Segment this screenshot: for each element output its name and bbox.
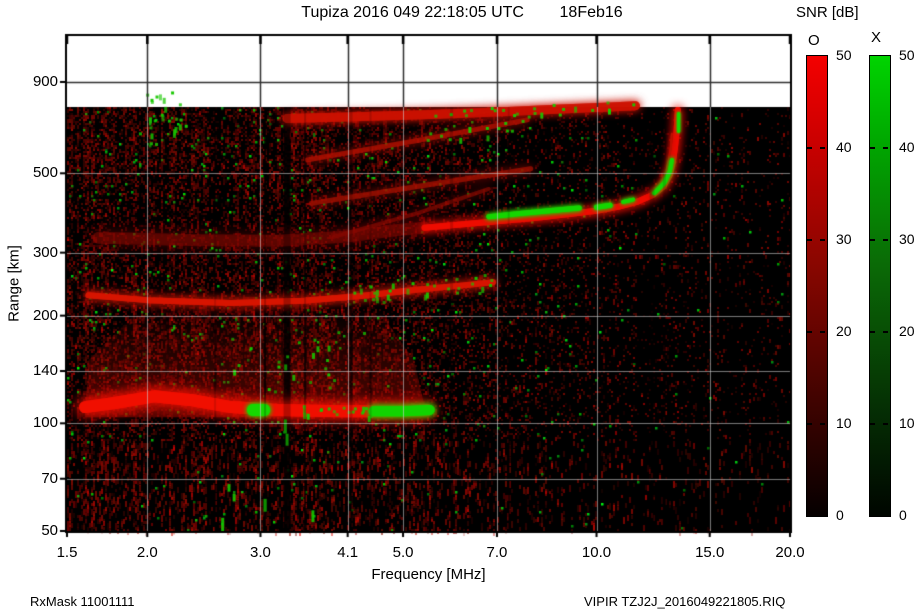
colorbar-tick-label: 0 [836,507,844,523]
o-mode-label: O [808,32,820,49]
frequency-tick-label: 2.0 [136,544,158,561]
plot-title: Tupiza 2016 049 22:18:05 UTC 18Feb16 [301,4,623,21]
colorbar-tick-label: 20 [836,323,852,339]
range-tick-label: 300 [32,243,58,261]
colorbar-tick-label: 10 [836,415,852,431]
colorbar-level-dash [820,147,825,149]
colorbar-level-dash [820,239,825,241]
colorbar-tick-label: 40 [899,139,915,155]
range-tick-label: 500 [32,164,58,182]
colorbar-level-dash [870,423,875,425]
range-tick-label: 100 [32,414,58,432]
x-mode-colorbar [869,55,891,517]
data-file-text: VIPIR TZJ2J_2016049221805.RIQ [584,594,786,609]
colorbar-level-dash [807,239,812,241]
colorbar-level-dash [883,239,888,241]
range-tick-labels: 900 500 300 200 140 100 70 50 [14,0,58,614]
frequency-axis-label: Frequency [MHz] [371,566,486,583]
o-mode-colorbar [806,55,828,517]
colorbar-title: SNR [dB] [796,4,859,21]
range-tick-label: 200 [32,306,58,324]
colorbar-level-dash [820,423,825,425]
colorbar-level-dash [883,147,888,149]
frequency-tick-label: 1.5 [56,544,78,561]
colorbar-tick-label: 50 [899,47,915,63]
colorbar-level-dash [870,239,875,241]
colorbar-tick-label: 30 [836,231,852,247]
colorbar-tick-label: 40 [836,139,852,155]
colorbar-level-dash [883,331,888,333]
frequency-tick-label: 7.0 [486,544,508,561]
range-tick-label: 70 [41,469,58,487]
range-tick-label: 140 [32,362,58,380]
colorbar-level-dash [870,147,875,149]
frequency-tick-label: 5.0 [392,544,414,561]
frequency-tick-label: 15.0 [695,544,725,561]
frequency-tick-labels: 1.5 2.0 3.0 4.1 5.0 7.0 10.0 15.0 20.0 [0,544,922,564]
frequency-tick-label: 20.0 [775,544,805,561]
x-mode-label: X [871,29,882,46]
colorbar-level-dash [807,147,812,149]
colorbar-level-dash [883,423,888,425]
rx-mask-text: RxMask 11001111 [30,594,135,609]
colorbar-level-dash [870,331,875,333]
colorbar-tick-label: 20 [899,323,915,339]
range-tick-label: 50 [41,522,58,539]
frequency-tick-label: 4.1 [337,544,359,561]
colorbar-level-dash [807,331,812,333]
range-tick-label: 900 [32,72,58,90]
colorbar-tick-label: 0 [899,507,907,523]
colorbar-tick-label: 50 [836,47,852,63]
frequency-tick-label: 10.0 [581,544,612,561]
colorbar-level-dash [820,331,825,333]
colorbar-tick-label: 30 [899,231,915,247]
colorbar-tick-label: 10 [899,415,915,431]
colorbar-level-dash [807,423,812,425]
frequency-tick-label: 3.0 [250,544,271,561]
